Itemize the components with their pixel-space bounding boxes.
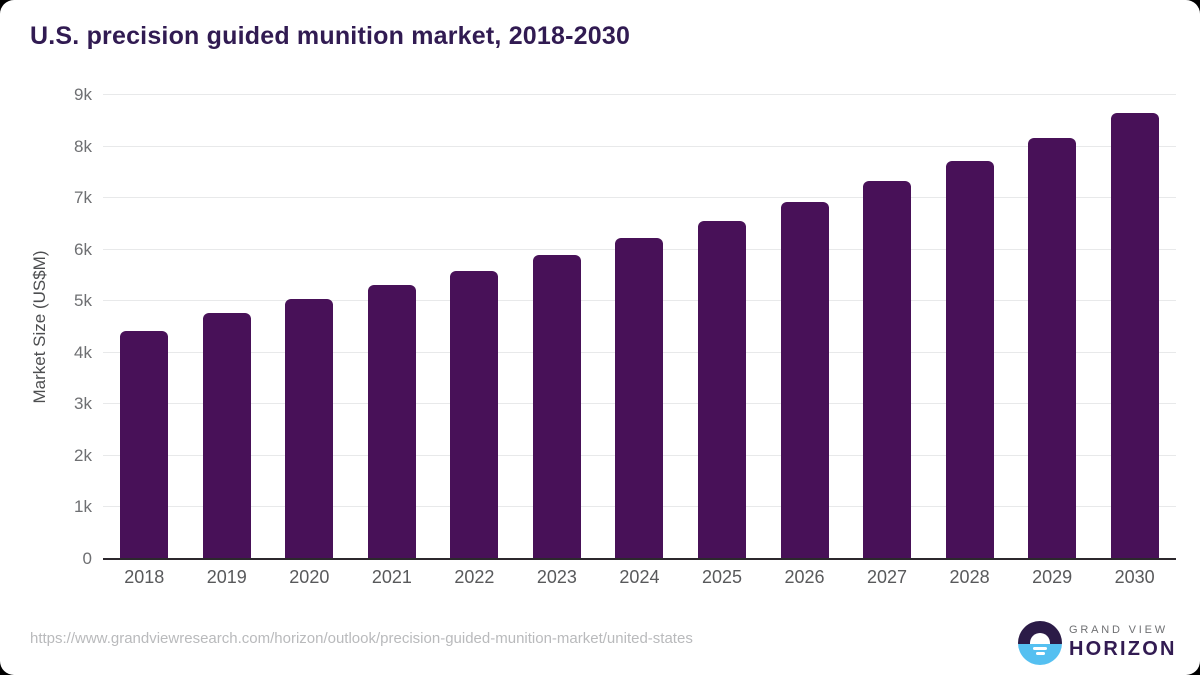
y-tick-label-8k: 8k <box>74 136 92 156</box>
x-tick-label-2026: 2026 <box>784 567 825 587</box>
y-tick-label-6k: 6k <box>74 239 92 259</box>
x-axis-ticks: 2018 2019 2020 2021 2022 2023 2024 2025 2026 2027… <box>103 567 1176 588</box>
y-tick-label-5k: 5k <box>74 291 92 311</box>
x-tick-label-2030: 2030 <box>1114 567 1155 587</box>
sun-reflection-bar-1 <box>1033 646 1047 650</box>
y-tick-label-4k: 4k <box>74 342 92 362</box>
x-tick-label-2019: 2019 <box>206 567 247 587</box>
gridline-9k <box>103 94 1176 95</box>
logo-product-name: HORIZON <box>1069 638 1177 660</box>
bar-2030[interactable] <box>1110 113 1159 559</box>
x-axis-line <box>103 558 1176 560</box>
bar-slot-2027 <box>846 95 929 559</box>
bar-2029[interactable] <box>1028 137 1077 559</box>
bar-slot-2018 <box>103 95 186 559</box>
plot-area <box>103 94 1176 560</box>
x-tick-label-2025: 2025 <box>701 567 742 587</box>
logo-brand-name: GRAND VIEW <box>1069 624 1168 636</box>
gridline-7k <box>103 197 1176 199</box>
x-tick-label-2028: 2028 <box>949 567 990 587</box>
x-tick-label-2029: 2029 <box>1032 567 1073 587</box>
bar-slot-2026 <box>763 95 846 559</box>
bar-slot-2021 <box>351 95 434 559</box>
x-tick-label-2027: 2027 <box>867 567 908 587</box>
logo-text: GRAND VIEW HORIZON <box>1069 624 1177 661</box>
y-tick-label-7k: 7k <box>74 188 92 208</box>
bar-2022[interactable] <box>450 270 499 559</box>
x-tick-label-2021: 2021 <box>371 567 412 587</box>
x-tick-label-2022: 2022 <box>454 567 495 587</box>
x-tick-label-2018: 2018 <box>124 567 165 587</box>
bar-slot-2022 <box>433 95 516 559</box>
bar-2019[interactable] <box>202 313 251 559</box>
bar-slot-2029 <box>1011 95 1094 559</box>
bar-2027[interactable] <box>863 181 912 559</box>
bar-slot-2025 <box>681 95 764 559</box>
bar-2020[interactable] <box>285 299 334 559</box>
sun-dome-shape <box>1030 632 1050 644</box>
y-tick-label-0: 0 <box>82 549 92 568</box>
y-tick-label-3k: 3k <box>74 394 92 414</box>
bar-2028[interactable] <box>945 160 994 559</box>
sunrise-horizon-icon <box>1018 620 1062 665</box>
bar-slot-2023 <box>516 95 599 559</box>
grandview-horizon-logo: GRAND VIEW HORIZON <box>1018 620 1177 665</box>
y-tick-label-9k: 9k <box>74 85 92 104</box>
chart-title: U.S. precision guided munition market, 2… <box>30 22 631 50</box>
bar-slot-2019 <box>186 95 269 559</box>
bar-2024[interactable] <box>615 237 664 559</box>
y-axis-ticks: 0 1k 2k 3k 4k 5k 6k 7k 8k 9k <box>22 85 92 568</box>
bar-slot-2028 <box>928 95 1011 559</box>
bar-2026[interactable] <box>780 201 829 559</box>
bar-slot-2020 <box>268 95 351 559</box>
bar-series <box>103 95 1176 559</box>
x-tick-label-2024: 2024 <box>619 567 660 587</box>
bar-2025[interactable] <box>697 220 746 559</box>
bar-slot-2024 <box>598 95 681 559</box>
x-tick-label-2023: 2023 <box>536 567 577 587</box>
y-tick-label-2k: 2k <box>74 445 92 465</box>
gridline-8k <box>103 145 1176 147</box>
bar-2023[interactable] <box>532 254 581 559</box>
bar-2021[interactable] <box>367 285 416 559</box>
x-tick-label-2020: 2020 <box>289 567 330 587</box>
bar-slot-2030 <box>1093 95 1176 559</box>
y-tick-label-1k: 1k <box>74 497 92 517</box>
sun-reflection-bar-2 <box>1035 652 1045 655</box>
source-url: https://www.grandviewresearch.com/horizo… <box>30 630 693 647</box>
bar-2018[interactable] <box>120 330 169 559</box>
